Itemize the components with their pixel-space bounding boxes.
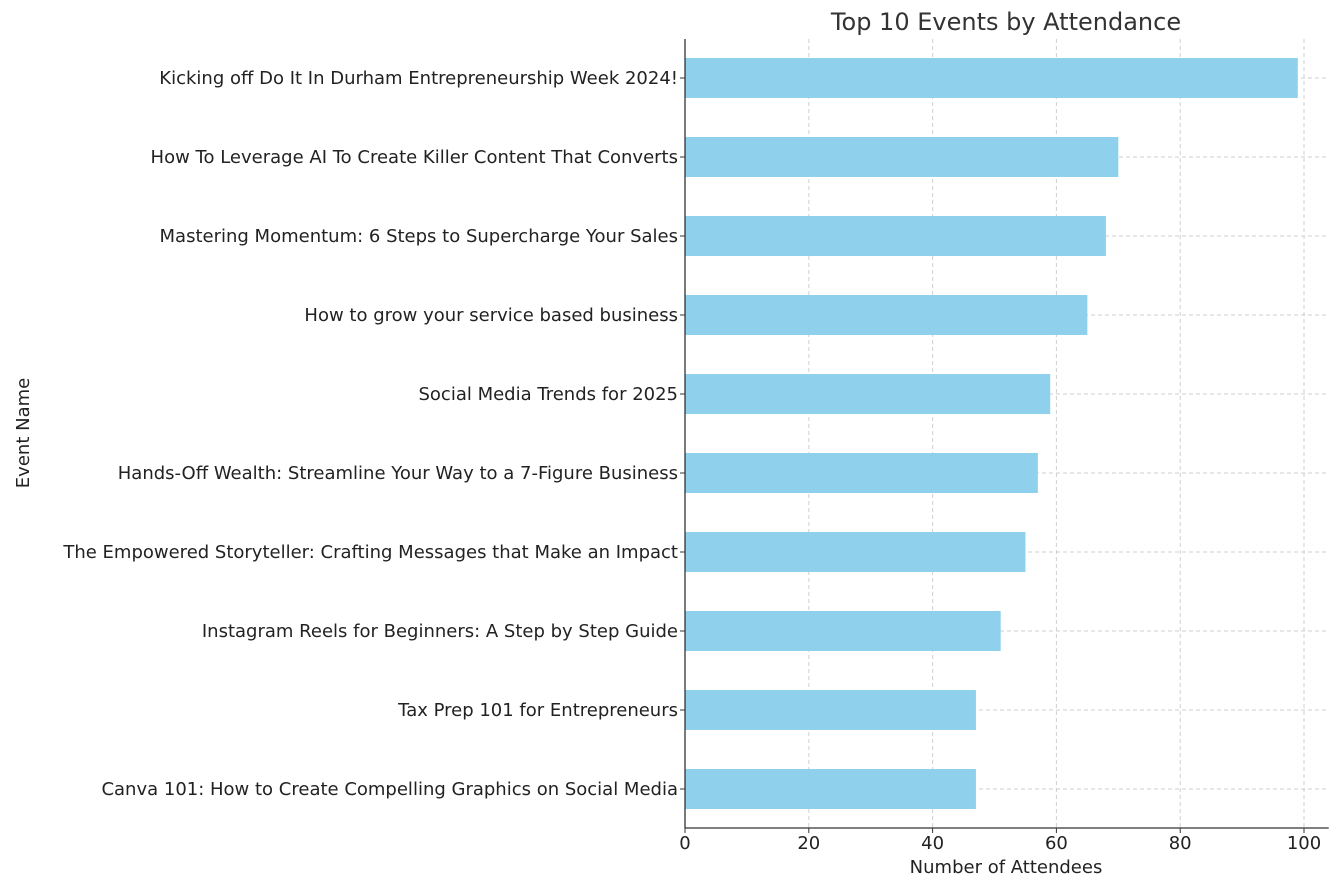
axis-layer: [680, 39, 1329, 833]
bar: [685, 58, 1298, 98]
bar: [685, 769, 976, 809]
category-label: Social Media Trends for 2025: [418, 384, 678, 405]
category-label: Mastering Momentum: 6 Steps to Superchar…: [160, 226, 678, 247]
category-label: How to grow your service based business: [304, 305, 678, 326]
x-tick-label: 100: [1287, 833, 1321, 854]
x-tick-label: 0: [679, 833, 690, 854]
bar: [685, 137, 1119, 177]
category-label: Kicking off Do It In Durham Entrepreneur…: [159, 68, 678, 89]
category-label: How To Leverage AI To Create Killer Cont…: [151, 147, 678, 168]
category-label: The Empowered Storyteller: Crafting Mess…: [62, 542, 678, 563]
category-label: Tax Prep 101 for Entrepreneurs: [397, 700, 678, 721]
x-tick-label: 20: [797, 833, 820, 854]
bar: [685, 690, 976, 730]
chart-title: Top 10 Events by Attendance: [830, 8, 1181, 36]
category-label: Hands-Off Wealth: Streamline Your Way to…: [118, 463, 678, 484]
category-label: Canva 101: How to Create Compelling Grap…: [101, 779, 678, 800]
x-tick-label: 80: [1169, 833, 1192, 854]
x-tick-label: 60: [1045, 833, 1068, 854]
bar: [685, 453, 1038, 493]
bar: [685, 611, 1001, 651]
category-label: Instagram Reels for Beginners: A Step by…: [202, 621, 678, 642]
bar: [685, 295, 1088, 335]
bar: [685, 532, 1026, 572]
x-axis-title: Number of Attendees: [910, 857, 1103, 878]
bar: [685, 374, 1051, 414]
y-axis-title: Event Name: [13, 378, 34, 488]
label-layer: Kicking off Do It In Durham Entrepreneur…: [62, 68, 1321, 854]
bar-layer: [685, 58, 1298, 809]
bar: [685, 216, 1106, 256]
x-tick-label: 40: [921, 833, 944, 854]
